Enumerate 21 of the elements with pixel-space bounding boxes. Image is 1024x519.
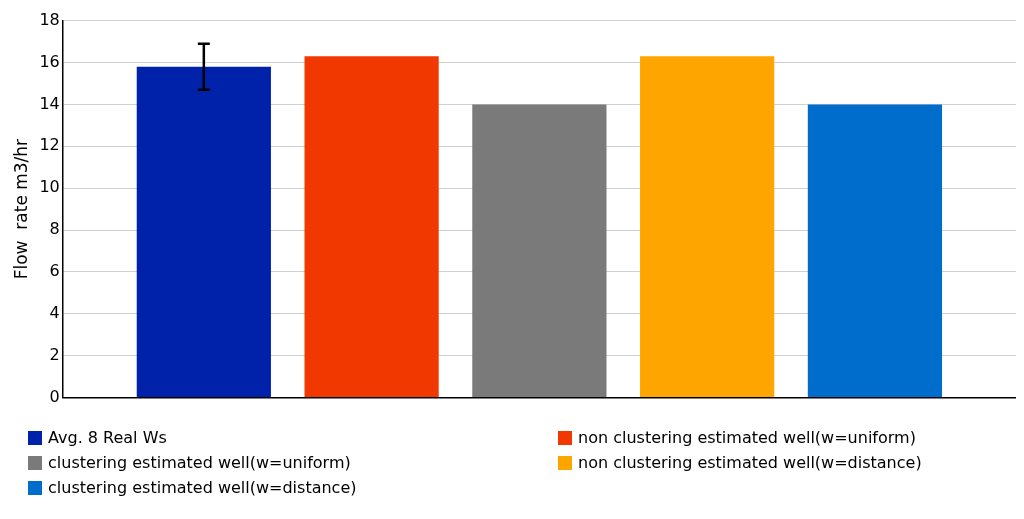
y-tick-label: 4 bbox=[49, 302, 60, 322]
legend-label: clustering estimated well(w=uniform) bbox=[48, 453, 351, 472]
y-tick-label: 6 bbox=[49, 261, 60, 281]
legend-label: Avg. 8 Real Ws bbox=[48, 428, 167, 447]
y-tick-label: 14 bbox=[39, 93, 60, 113]
y-axis-title: Flow rate m3/hr bbox=[10, 138, 31, 280]
y-tick-label: 2 bbox=[49, 344, 60, 364]
bar bbox=[807, 104, 943, 398]
y-tick-label: 16 bbox=[39, 51, 60, 71]
bar bbox=[640, 56, 775, 398]
legend-label: non clustering estimated well(w=uniform) bbox=[578, 428, 916, 447]
legend-label: clustering estimated well(w=distance) bbox=[48, 478, 357, 497]
bar bbox=[472, 104, 607, 398]
bar bbox=[136, 66, 271, 398]
legend-label: non clustering estimated well(w=distance) bbox=[578, 453, 922, 472]
y-tick-label: 10 bbox=[39, 177, 60, 197]
y-tick-label: 18 bbox=[39, 9, 60, 29]
y-tick-label: 8 bbox=[49, 219, 60, 239]
y-tick-label: 12 bbox=[39, 135, 60, 155]
y-tick-label: 0 bbox=[49, 386, 60, 406]
bar bbox=[304, 56, 439, 398]
